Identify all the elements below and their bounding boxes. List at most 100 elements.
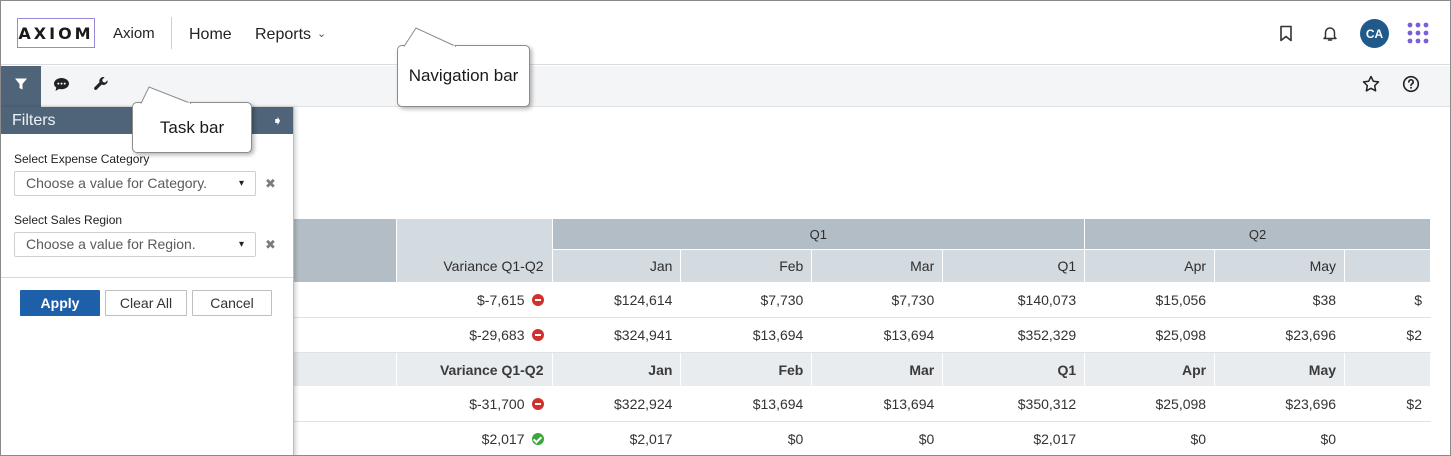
region-select[interactable]: Choose a value for Region. ▾ (14, 232, 256, 257)
nav-reports-label: Reports (255, 26, 312, 43)
task-bar-callout-text: Task bar (159, 117, 225, 137)
apply-button[interactable]: Apply (20, 290, 100, 316)
value-cell: $25,098 (1084, 317, 1215, 353)
value-cell: $13,694 (811, 317, 943, 353)
month-header: Q1 (942, 249, 1086, 283)
value-cell: $25,098 (1084, 386, 1215, 422)
user-avatar[interactable]: CA (1360, 19, 1389, 48)
favorite-button[interactable] (1351, 66, 1391, 107)
clear-category-icon[interactable]: ✖ (265, 176, 276, 191)
variance-cell: $-31,700 (396, 386, 552, 422)
caret-down-icon: ▾ (238, 239, 244, 250)
month-header: Jan (551, 249, 682, 283)
section-column-header: Jan (551, 352, 682, 387)
category-filter-label: Select Expense Category (14, 152, 150, 166)
value-cell: $13,694 (680, 317, 812, 353)
section-column-header: Apr (1084, 352, 1216, 387)
month-header: Apr (1084, 249, 1216, 283)
help-icon (1402, 75, 1420, 98)
table-row[interactable]: $-31,700 $322,924 $13,694 $13,694 $350,312 $2… (1, 386, 1431, 422)
clear-region-icon[interactable]: ✖ (265, 237, 276, 252)
region-select-placeholder: Choose a value for Region. (26, 236, 196, 252)
value-cell: $7,730 (811, 282, 943, 318)
comment-task-button[interactable] (41, 66, 81, 107)
navigation-bar: AXIOM Axiom Home Reports ⌄ CA (1, 1, 1450, 65)
value-cell: $324,941 (552, 317, 681, 353)
value-cell: $13,694 (680, 386, 812, 422)
task-callout-pointer (140, 86, 192, 106)
value-cell: $2,017 (942, 421, 1085, 455)
bell-icon[interactable] (1320, 23, 1340, 43)
value-cell: $ (1344, 282, 1431, 318)
cancel-button[interactable]: Cancel (192, 290, 272, 316)
section-column-header: Feb (680, 352, 813, 387)
navigation-bar-callout: Navigation bar (397, 45, 530, 107)
value-cell: $38 (1214, 282, 1345, 318)
variance-cell: $-7,615 (396, 282, 552, 318)
filter-icon (14, 77, 28, 96)
positive-variance-icon (531, 433, 544, 445)
value-cell: $2 (1344, 317, 1431, 353)
axiom-logo[interactable]: AXIOM (17, 18, 95, 48)
value-cell: $13,694 (811, 386, 943, 422)
value-cell: $350,312 (942, 386, 1085, 422)
value-cell: $0 (1084, 421, 1215, 455)
apps-grid-icon[interactable] (1406, 21, 1430, 45)
section-column-header (1344, 352, 1431, 387)
variance-header: Variance Q1-Q2 (395, 218, 553, 283)
value-cell: $124,614 (552, 282, 681, 318)
month-header (1344, 249, 1431, 283)
section-column-header: Q1 (942, 352, 1086, 387)
negative-variance-icon (531, 329, 544, 341)
wrench-icon (93, 76, 109, 97)
month-header: Mar (811, 249, 944, 283)
comment-icon (53, 77, 70, 97)
value-cell: $7,730 (680, 282, 812, 318)
nav-divider (171, 17, 172, 49)
value-cell: $140,073 (942, 282, 1085, 318)
variance-cell: $-29,683 (396, 317, 552, 353)
variance-value: $-7,615 (477, 292, 525, 308)
variance-value: $-29,683 (469, 327, 525, 343)
tools-task-button[interactable] (81, 66, 121, 107)
group-header-q2: Q2 (1084, 218, 1431, 250)
navigation-callout-pointer (403, 27, 457, 49)
variance-cell: $2,017 (396, 421, 552, 455)
negative-variance-icon (531, 294, 544, 306)
category-select-placeholder: Choose a value for Category. (26, 175, 208, 191)
help-button[interactable] (1391, 66, 1431, 107)
filters-title: Filters (12, 112, 56, 129)
nav-reports-menu[interactable]: Reports ⌄ (255, 26, 326, 44)
month-header: Feb (680, 249, 813, 283)
filters-panel: Filters ➧ Select Expense Category Choose… (1, 107, 294, 455)
value-cell: $0 (811, 421, 943, 455)
value-cell: $322,924 (552, 386, 681, 422)
value-cell: $352,329 (942, 317, 1085, 353)
chevron-down-icon: ⌄ (317, 28, 327, 40)
value-cell: $0 (1214, 421, 1345, 455)
value-cell (1344, 421, 1431, 455)
variance-value: $2,017 (481, 431, 525, 447)
region-filter-label: Select Sales Region (14, 213, 123, 227)
nav-home-link[interactable]: Home (189, 26, 232, 43)
pin-icon[interactable]: ➧ (272, 113, 283, 128)
value-cell: $15,056 (1084, 282, 1215, 318)
task-bar (1, 66, 1450, 107)
section-column-header: Variance Q1-Q2 (395, 352, 553, 387)
section-column-header: May (1214, 352, 1346, 387)
navigation-bar-callout-text: Navigation bar (408, 66, 519, 85)
section-column-header: Mar (811, 352, 944, 387)
month-header: May (1214, 249, 1346, 283)
value-cell: $2 (1344, 386, 1431, 422)
bookmark-icon[interactable] (1276, 23, 1296, 43)
task-bar-callout: Task bar (132, 102, 252, 153)
value-cell: $23,696 (1214, 317, 1345, 353)
value-cell: $23,696 (1214, 386, 1345, 422)
month-header-row: Jan Feb Mar Q1 Apr May (2, 249, 1431, 283)
table-row[interactable]: $-7,615 $124,614 $7,730 $7,730 $140,073 $15,0… (1, 282, 1431, 318)
clear-all-button[interactable]: Clear All (105, 290, 187, 316)
category-select[interactable]: Choose a value for Category. ▾ (14, 171, 256, 196)
filter-task-button[interactable] (1, 66, 41, 107)
filters-divider (1, 277, 293, 278)
